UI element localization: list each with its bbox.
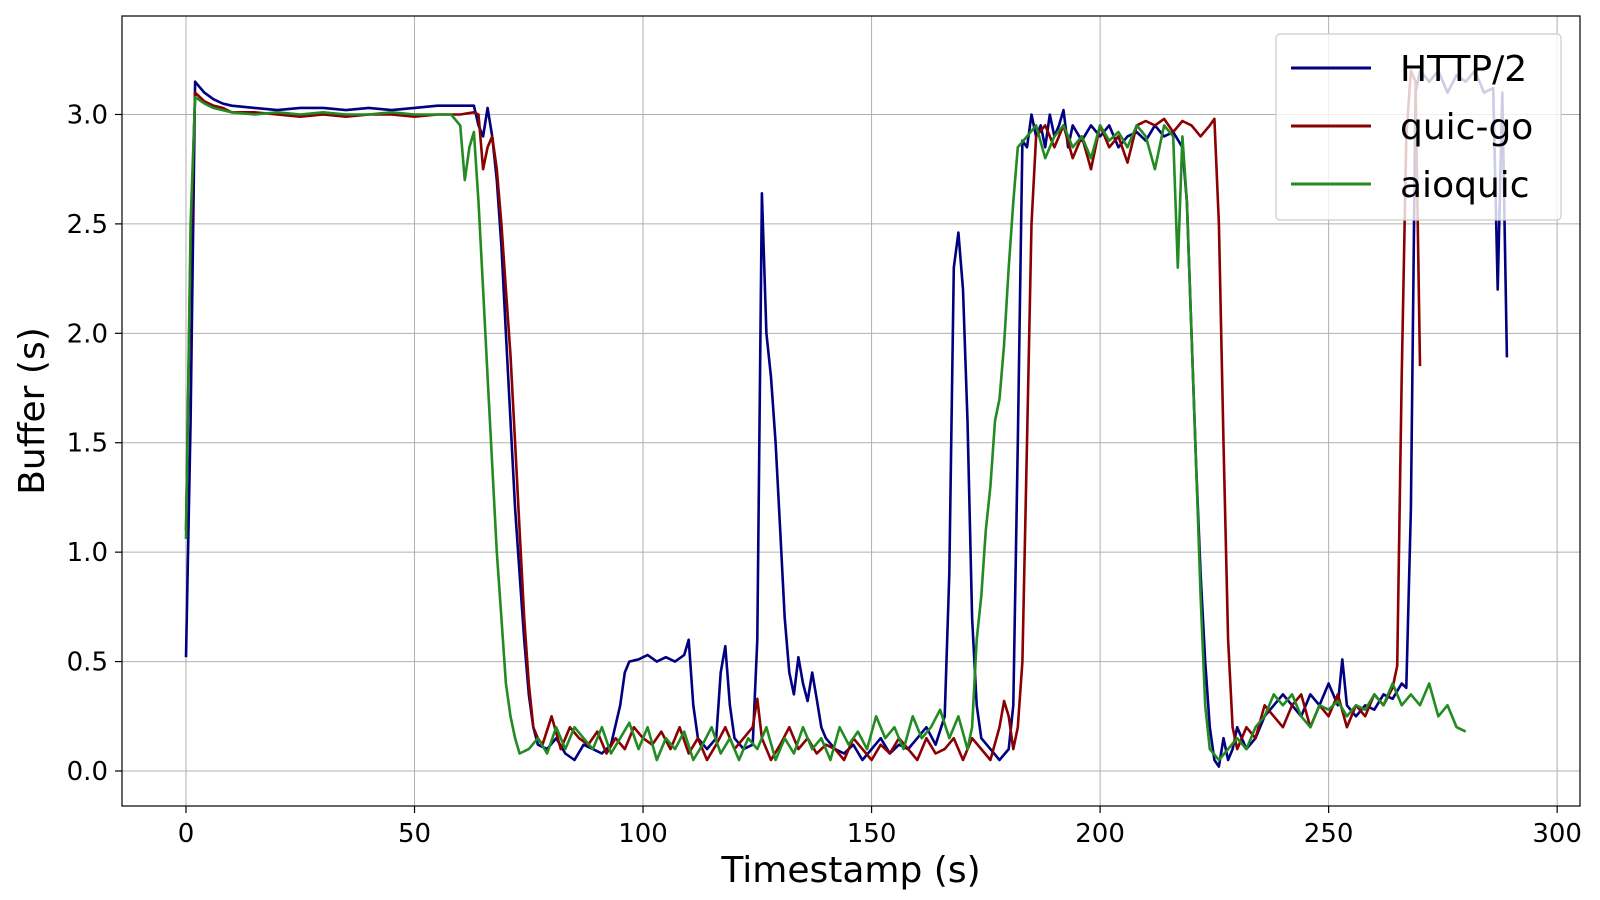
y-tick-label: 2.5 (67, 210, 108, 240)
y-tick-label: 0.5 (67, 648, 108, 678)
y-tick-label: 0.0 (67, 757, 108, 787)
y-tick-label: 3.0 (67, 100, 108, 130)
series-line-1 (184, 69, 1422, 762)
y-tick-label: 1.0 (67, 538, 108, 568)
x-tick-label: 100 (618, 819, 668, 849)
x-tick-label: 250 (1304, 819, 1354, 849)
legend-box (1275, 33, 1562, 221)
plot-frame (121, 15, 1581, 807)
x-tick-label: 300 (1532, 819, 1582, 849)
y-tick-label: 1.5 (67, 429, 108, 459)
x-axis-label: Timestamp (s) (720, 850, 980, 891)
x-tick-label: 50 (398, 819, 431, 849)
legend-label: HTTP/2 (1400, 49, 1527, 90)
y-tick-label: 2.0 (67, 319, 108, 349)
legend-label: quic-go (1400, 107, 1533, 148)
x-tick-label: 0 (178, 819, 195, 849)
axis-ticks: 0 50 100 150 200 250 300 0.0 0.5 1.0 1.5 2.0 2.5 3.0 (67, 100, 1582, 849)
x-tick-label: 150 (847, 819, 897, 849)
y-axis-label: Buffer (s) (12, 327, 53, 495)
series-line-2 (184, 95, 1467, 762)
legend: HTTP/2 quic-go aioquic (1275, 33, 1562, 221)
x-tick-label: 200 (1075, 819, 1125, 849)
series-lines (184, 69, 1509, 768)
legend-label: aioquic (1400, 165, 1530, 206)
